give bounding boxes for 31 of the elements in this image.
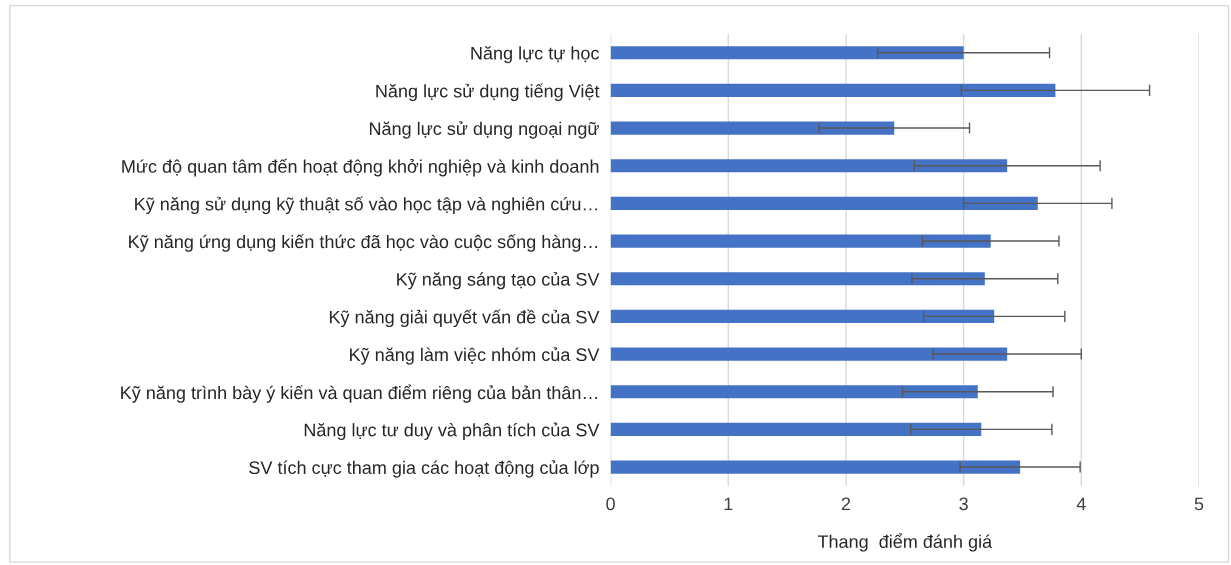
bar bbox=[610, 347, 1008, 361]
y-tick-label: Năng lực tư duy và phân tích của SV bbox=[304, 422, 600, 440]
bar bbox=[610, 460, 1021, 474]
bar bbox=[610, 309, 995, 323]
y-tick-label: Kỹ năng làm việc nhóm của SV bbox=[350, 347, 600, 365]
bar bbox=[610, 196, 1038, 210]
y-tick-label: Mức độ quan tâm đến hoạt động khởi nghiệp và kinh doanh bbox=[122, 158, 599, 177]
x-axis-title: Thang điểm đánh giá bbox=[817, 533, 993, 552]
x-tick-label: 4 bbox=[1076, 497, 1086, 511]
x-tick-label: 5 bbox=[1194, 497, 1204, 511]
bar bbox=[610, 422, 982, 436]
y-tick-label: SV tích cực tham gia các hoạt động của lớp bbox=[249, 460, 599, 478]
bar bbox=[610, 83, 1056, 97]
x-tick-label: 2 bbox=[841, 497, 851, 511]
bar bbox=[610, 121, 895, 135]
y-tick-label: Năng lực sử dụng ngoại ngữ bbox=[369, 121, 599, 139]
y-tick-label: Kỹ năng sáng tạo của SV bbox=[397, 271, 600, 290]
y-tick-label: Kỹ năng sử dụng kỹ thuật số vào học tập và nghiên cứu… bbox=[135, 196, 598, 215]
y-tick-label: Kỹ năng ứng dụng kiến thức đã học vào cuộc sống hàng… bbox=[129, 234, 598, 252]
y-tick-label: Năng lực tự học bbox=[471, 46, 599, 64]
x-tick-label: 0 bbox=[606, 497, 615, 511]
y-tick-label: Kỹ năng trình bày ý kiến và quan điểm riêng của bản thân… bbox=[121, 384, 598, 403]
bar bbox=[610, 159, 1008, 173]
y-tick-label: Kỹ năng giải quyết vấn đề của SV bbox=[329, 309, 600, 328]
bar bbox=[610, 385, 978, 399]
bar bbox=[610, 272, 985, 286]
x-tick-label: 3 bbox=[959, 497, 968, 511]
y-tick-label: Năng lực sử dụng tiếng Việt bbox=[376, 83, 600, 102]
bar bbox=[610, 46, 964, 60]
x-tick-label: 1 bbox=[724, 497, 733, 511]
bar bbox=[610, 234, 991, 248]
